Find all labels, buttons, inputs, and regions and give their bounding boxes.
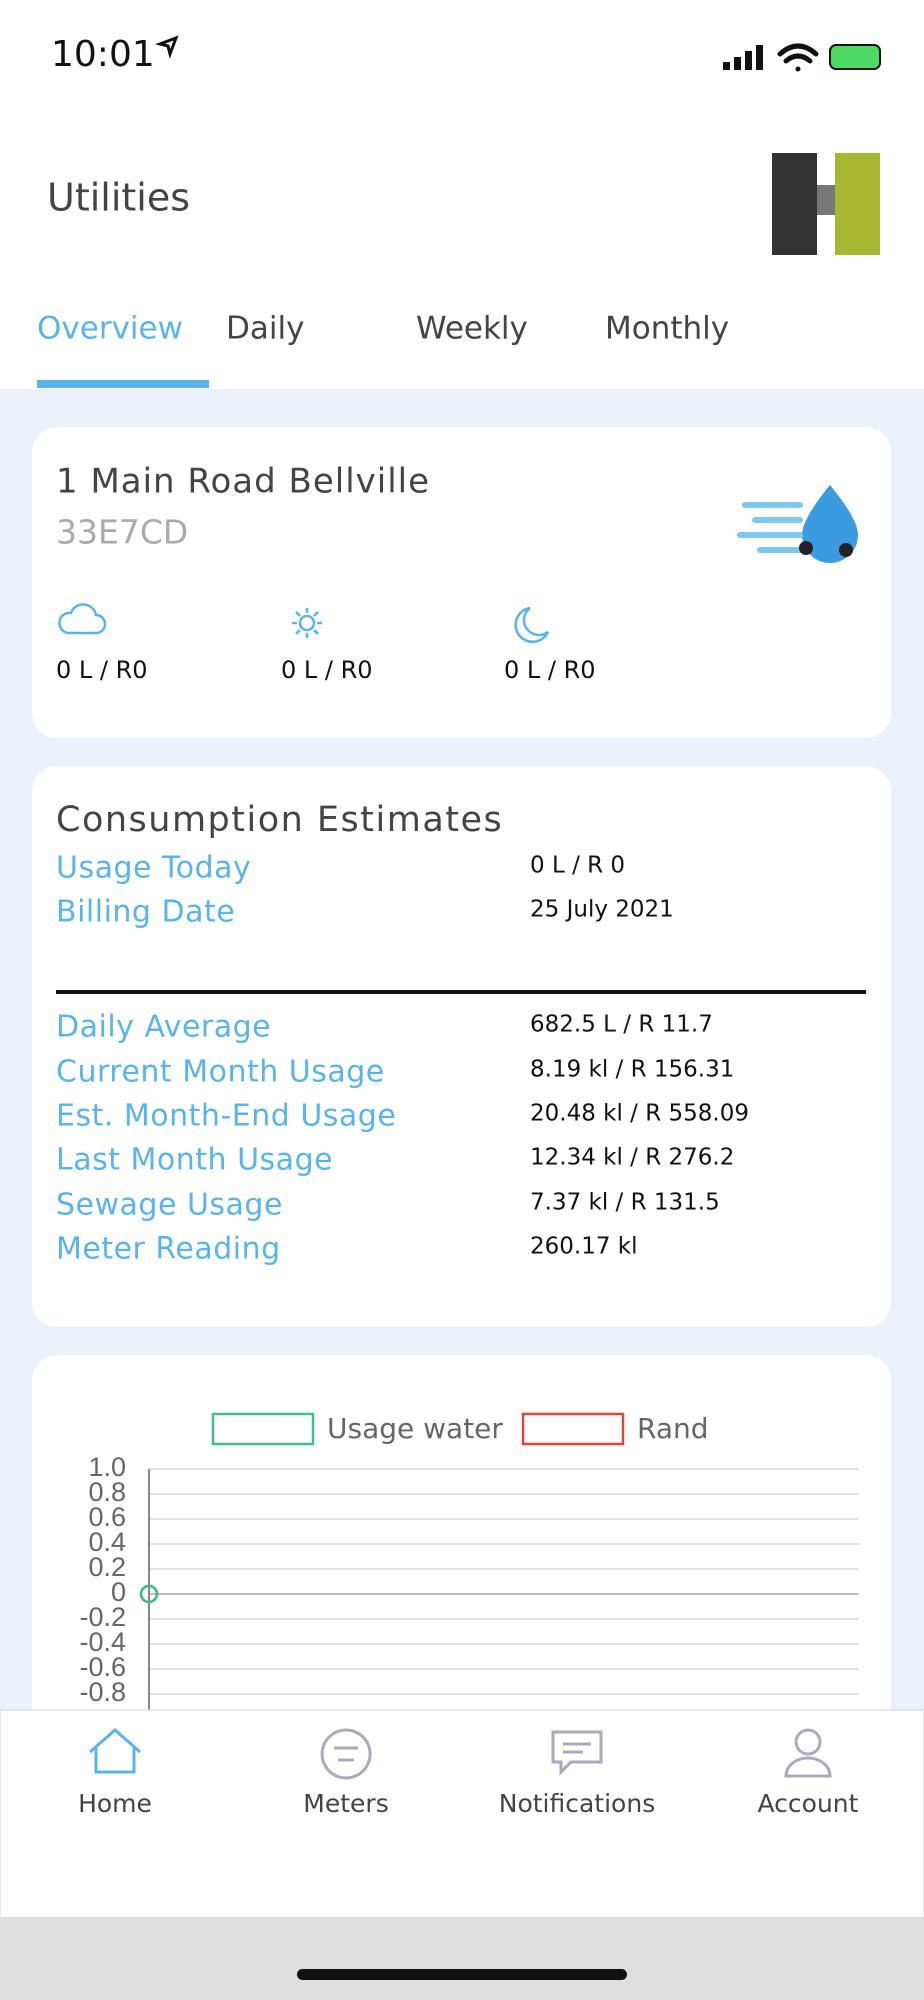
row-value: 260.17 kl [530,1234,638,1260]
legend-label: Rand [637,1412,709,1445]
row-value: 682.5 L / R 11.7 [530,1012,713,1038]
nav-label[interactable]: Notifications [499,1789,655,1818]
nav-bar [0,1709,924,1919]
legend-swatch [521,1412,625,1446]
home-area [0,1917,924,2000]
nav-label[interactable]: Home [78,1789,152,1818]
row-value: 25 July 2021 [530,897,674,923]
row-label: Meter Reading [56,1232,281,1267]
tab[interactable]: Weekly [416,311,528,347]
nav-icon[interactable] [784,1728,832,1778]
y-tick-label: -0.6 [79,1652,126,1682]
status-time: 10:01 [51,34,155,75]
day-icon [292,608,322,638]
tab[interactable]: Overview [37,311,183,347]
y-tick-label: 0.2 [88,1552,126,1582]
location-icon [154,35,179,60]
y-tick-label: 1.0 [88,1452,126,1482]
wifi-icon [777,43,819,72]
row-label: Daily Average [56,1010,271,1045]
nav-icon[interactable] [551,1730,603,1776]
row-value: 20.48 kl / R 558.09 [530,1101,749,1127]
nav-icon[interactable] [89,1728,141,1774]
page-title: Utilities [47,176,190,220]
legend-label: Usage water [327,1412,503,1445]
y-tick-label: 0.8 [88,1477,126,1507]
row-label: Billing Date [56,895,235,930]
y-tick-label: 0.6 [88,1502,126,1532]
y-tick-label: -0.2 [79,1602,126,1632]
legend-swatch [211,1412,315,1446]
estimates-title: Consumption Estimates [56,800,503,840]
row-value: 8.19 kl / R 156.31 [530,1057,734,1083]
period-usage: 0 L / R0 [504,656,596,684]
row-value: 0 L / R 0 [530,853,625,879]
row-label: Sewage Usage [56,1188,283,1223]
y-tick-label: 0.4 [88,1527,126,1557]
nav-label[interactable]: Account [758,1789,859,1818]
period-usage: 0 L / R0 [56,656,148,684]
period-usage: 0 L / R0 [281,656,373,684]
nav-label[interactable]: Meters [303,1789,388,1818]
row-label: Last Month Usage [56,1143,333,1178]
tab[interactable]: Daily [226,311,304,347]
signal-icon [723,45,763,70]
y-tick-label: 0 [111,1577,126,1607]
row-value: 7.37 kl / R 131.5 [530,1190,720,1216]
address: 1 Main Road Bellville [56,462,430,502]
morning-icon [58,603,107,635]
row-label: Usage Today [56,851,251,886]
y-tick-label: -0.4 [79,1627,126,1657]
nav-icon[interactable] [320,1728,372,1780]
estimates-card [32,766,891,1327]
row-label: Est. Month-End Usage [56,1099,396,1134]
home-indicator [297,1969,627,1980]
meter-id: 33E7CD [56,513,188,552]
night-icon [514,606,550,644]
row-value: 12.34 kl / R 276.2 [530,1145,734,1171]
property-card [32,427,891,738]
water-icon [737,485,858,563]
y-tick-label: -0.8 [79,1677,126,1707]
data-point [139,1584,159,1604]
logo [772,153,880,255]
row-label: Current Month Usage [56,1055,385,1090]
battery-icon [829,44,881,70]
tab-underline [37,380,209,388]
tab[interactable]: Monthly [605,311,729,347]
